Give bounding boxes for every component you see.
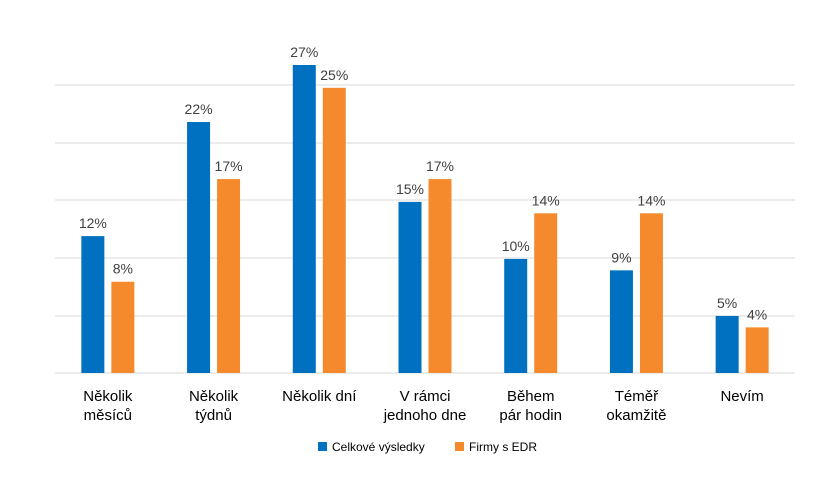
category-labels: Několik měsíců Několik týdnů Několik dní V rá… bbox=[83, 388, 764, 424]
data-label-2-5: 14% bbox=[532, 192, 560, 208]
data-label-2-7: 4% bbox=[747, 306, 767, 322]
data-label-1-5: 10% bbox=[502, 238, 530, 254]
bar-2-2 bbox=[217, 179, 241, 373]
bar-1-3 bbox=[292, 65, 316, 373]
legend-label-2: Firmy s EDR bbox=[469, 440, 537, 454]
bar-2-5 bbox=[534, 213, 558, 373]
legend-label-1: Celkové výsledky bbox=[332, 440, 425, 454]
bar-2-6 bbox=[639, 213, 663, 373]
legend-swatch-1 bbox=[318, 442, 327, 451]
bar-1-7 bbox=[715, 315, 739, 373]
category-label-7: Nevím bbox=[720, 388, 763, 405]
data-label-2-3: 25% bbox=[320, 67, 348, 83]
bar-2-3 bbox=[322, 87, 346, 373]
bar-1-4 bbox=[398, 201, 422, 373]
data-label-2-6: 14% bbox=[637, 192, 665, 208]
data-label-2-4: 17% bbox=[426, 158, 454, 174]
data-label-1-1: 12% bbox=[79, 215, 107, 231]
data-label-2-2: 17% bbox=[215, 158, 243, 174]
data-label-2-1: 8% bbox=[113, 261, 133, 277]
category-label-2: Několik týdnů bbox=[189, 388, 239, 424]
data-label-1-3: 27% bbox=[290, 44, 318, 60]
category-label-5: Během pár hodin bbox=[499, 388, 562, 424]
category-label-4: V rámci jednoho dne bbox=[383, 388, 467, 424]
bar-1-2 bbox=[187, 122, 211, 373]
bar-2-4 bbox=[428, 179, 452, 373]
legend-swatch-2 bbox=[455, 442, 464, 451]
category-label-3: Několik dní bbox=[282, 388, 357, 405]
category-label-6: Téměř okamžitě bbox=[606, 388, 666, 424]
bar-1-6 bbox=[609, 270, 633, 373]
bar-2-1 bbox=[111, 281, 135, 373]
legend: Celkové výsledky Firmy s EDR bbox=[318, 440, 537, 454]
data-label-1-2: 22% bbox=[185, 101, 213, 117]
bar-2-7 bbox=[745, 327, 769, 373]
data-label-1-7: 5% bbox=[717, 295, 737, 311]
bar-1-1 bbox=[81, 236, 105, 373]
data-label-1-4: 15% bbox=[396, 181, 424, 197]
gridlines bbox=[55, 84, 795, 374]
category-label-1: Několik měsíců bbox=[83, 388, 133, 424]
data-label-1-6: 9% bbox=[611, 249, 631, 265]
bar-1-5 bbox=[504, 258, 528, 373]
data-labels: 12%8%22%17%27%25%15%17%10%14%9%14%5%4% bbox=[79, 44, 767, 322]
bars bbox=[81, 65, 769, 373]
